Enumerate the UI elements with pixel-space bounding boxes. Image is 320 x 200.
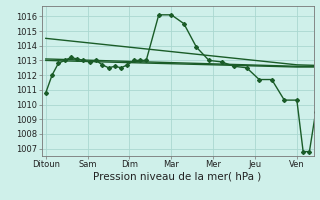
X-axis label: Pression niveau de la mer( hPa ): Pression niveau de la mer( hPa ) xyxy=(93,172,262,182)
